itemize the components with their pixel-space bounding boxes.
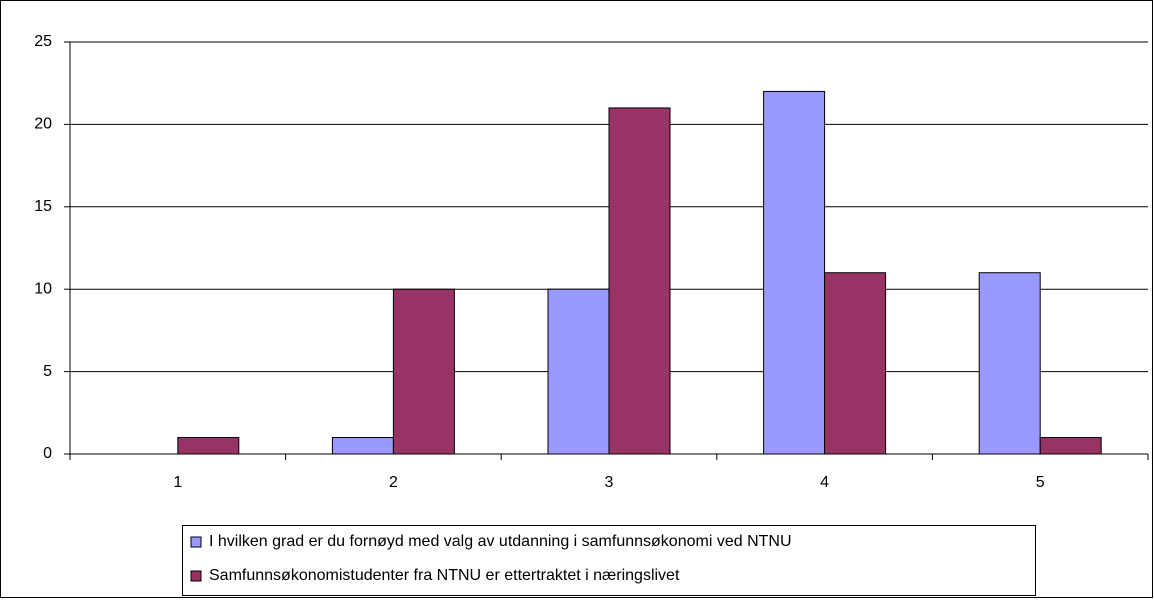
- y-tick-label: 15: [34, 198, 52, 215]
- bar: [978, 272, 1041, 455]
- legend-swatch: [190, 536, 202, 548]
- y-tick-label: 5: [43, 363, 52, 380]
- y-tick-label: 25: [34, 33, 52, 50]
- x-tick-label: 4: [820, 474, 829, 491]
- x-tick-label: 3: [605, 474, 614, 491]
- x-tick-label: 5: [1036, 474, 1045, 491]
- bar: [608, 107, 671, 455]
- y-tick-label: 20: [34, 116, 52, 133]
- x-tick-label: 1: [173, 474, 182, 491]
- bar: [763, 90, 826, 455]
- bar: [331, 437, 394, 455]
- legend-box: [182, 525, 1036, 596]
- bar: [177, 437, 240, 455]
- y-tick-label: 0: [43, 445, 52, 462]
- legend-label: I hvilken grad er du fornøyd med valg av…: [209, 533, 792, 550]
- bar: [824, 272, 887, 455]
- bar: [1039, 437, 1102, 455]
- legend-swatch: [190, 570, 202, 582]
- x-tick-label: 2: [389, 474, 398, 491]
- y-tick-label: 10: [34, 280, 52, 297]
- legend-label: Samfunnsøkonomistudenter fra NTNU er ett…: [209, 567, 680, 584]
- bar: [392, 288, 455, 455]
- bar: [547, 288, 610, 455]
